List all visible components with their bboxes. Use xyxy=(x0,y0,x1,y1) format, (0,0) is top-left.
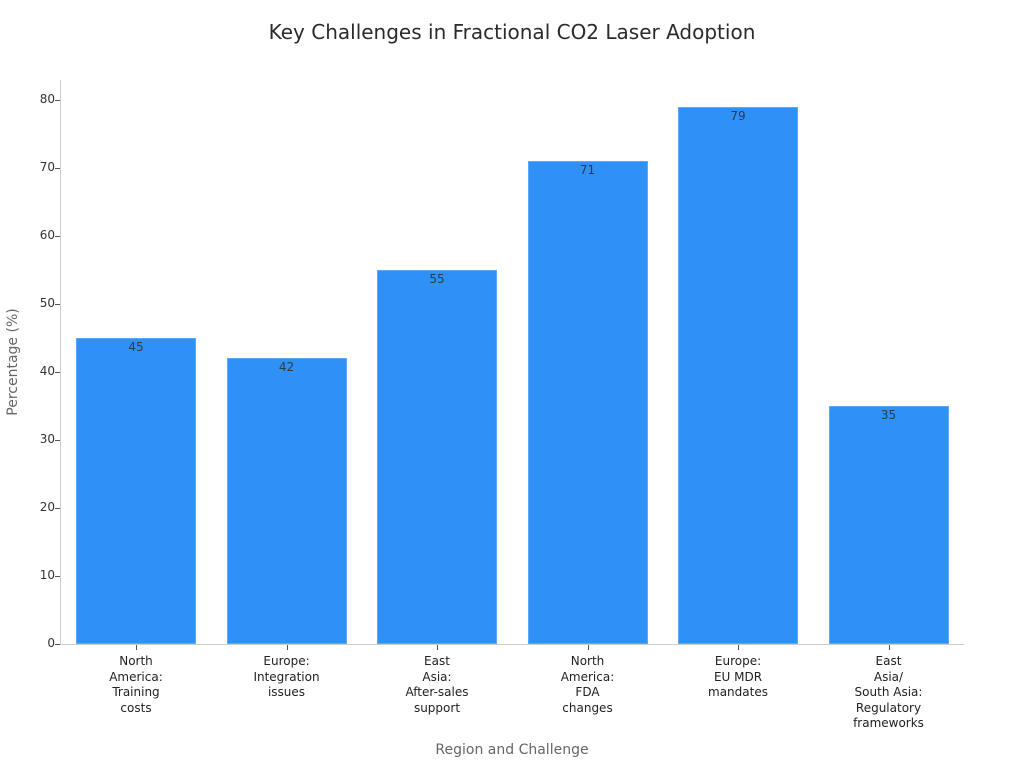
bar-value-label: 35 xyxy=(880,408,897,422)
y-axis-title: Percentage (%) xyxy=(5,308,21,416)
bar-value-label: 71 xyxy=(579,163,596,178)
x-tick-mark xyxy=(738,645,739,650)
x-axis-title: Region and Challenge xyxy=(435,742,589,758)
x-tick-label: North America: Training costs xyxy=(109,654,163,715)
x-tick-label: Europe: EU MDR mandates xyxy=(708,654,768,699)
x-tick-mark xyxy=(437,645,438,650)
bar-value-label: 45 xyxy=(128,340,144,354)
y-tick-mark xyxy=(55,440,60,441)
x-tick-label: East Asia/ South Asia: Regulatory framew… xyxy=(853,654,924,730)
x-tick-mark xyxy=(136,645,137,650)
x-tick-mark xyxy=(587,645,589,650)
y-tick-label: 0 xyxy=(47,636,55,650)
y-tick-mark xyxy=(55,508,60,509)
y-tick-label: 80 xyxy=(39,92,55,106)
y-tick-label: 10 xyxy=(39,568,55,582)
y-tick-label: 70 xyxy=(39,160,55,174)
y-tick-mark xyxy=(55,372,60,373)
y-tick-label: 60 xyxy=(39,228,55,242)
y-tick-label: 40 xyxy=(39,364,55,378)
bar xyxy=(828,406,949,644)
bar xyxy=(76,338,196,644)
y-tick-mark xyxy=(55,644,60,645)
bar xyxy=(377,270,497,644)
x-tick-label: Europe: Integration issues xyxy=(253,654,320,699)
y-tick-mark xyxy=(55,236,60,237)
y-tick-mark xyxy=(55,576,60,577)
y-tick-mark xyxy=(55,100,60,101)
x-tick-label: East Asia: After-sales support xyxy=(405,654,469,715)
bar-value-label: 42 xyxy=(278,360,295,375)
bar xyxy=(678,106,798,644)
y-axis-line xyxy=(60,80,61,645)
y-tick-label: 30 xyxy=(39,432,55,446)
bar-value-label: 55 xyxy=(429,272,445,286)
bar xyxy=(226,358,347,644)
bar xyxy=(527,161,648,644)
y-tick-mark xyxy=(55,304,60,305)
x-tick-mark xyxy=(888,645,890,650)
y-tick-label: 20 xyxy=(39,500,55,514)
y-tick-label: 50 xyxy=(39,296,55,310)
x-tick-mark xyxy=(286,645,288,650)
y-tick-mark xyxy=(55,168,60,169)
bar-value-label: 79 xyxy=(730,108,746,123)
chart-title: Key Challenges in Fractional CO2 Laser A… xyxy=(268,20,756,44)
x-tick-label: North America: FDA changes xyxy=(560,654,615,715)
x-axis-line xyxy=(60,644,964,645)
